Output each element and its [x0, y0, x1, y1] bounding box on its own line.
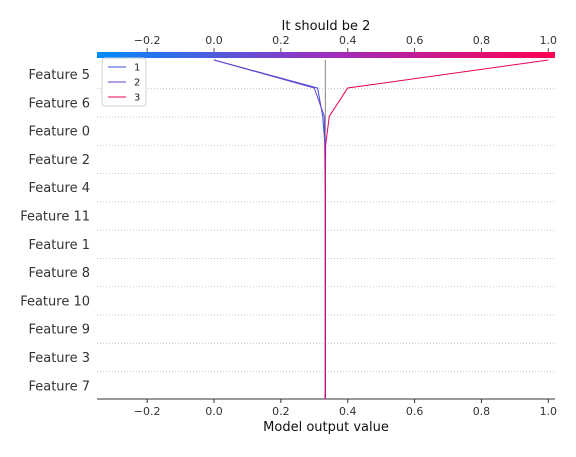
top-tick-label: 0.8: [473, 34, 491, 47]
feature-label: Feature 1: [28, 238, 90, 253]
feature-label: Feature 6: [28, 96, 90, 111]
bottom-tick-label: 1.0: [540, 405, 558, 418]
bottom-tick-label: 0.8: [473, 405, 491, 418]
chart-title: It should be 2: [282, 19, 371, 34]
feature-label: Feature 8: [28, 266, 90, 281]
feature-labels: Feature 5 Feature 6 Feature 0 Feature 2 Feat…: [20, 68, 90, 394]
feature-label: Feature 3: [28, 351, 90, 366]
legend-label: 1: [134, 63, 140, 74]
top-tick-label: 0.4: [339, 34, 357, 47]
grid-lines: [97, 88, 555, 373]
feature-label: Feature 2: [28, 153, 90, 168]
feature-label: Feature 10: [20, 294, 90, 309]
feature-label: Feature 7: [28, 379, 90, 394]
top-tick-label: 0.2: [272, 34, 290, 47]
feature-label: Feature 9: [28, 323, 90, 338]
bottom-tick-label: 0.6: [406, 405, 424, 418]
feature-label: Feature 4: [28, 181, 90, 196]
feature-label: Feature 11: [20, 210, 90, 225]
colorbar: [97, 52, 555, 58]
bottom-tick-label: −0.2: [134, 405, 161, 418]
bottom-tick-label: 0.2: [272, 405, 290, 418]
bottom-tick-label: 0.0: [205, 405, 223, 418]
feature-label: Feature 5: [28, 68, 90, 83]
series-lines: [213, 59, 549, 400]
top-tick-label: 0.6: [406, 34, 424, 47]
colorbar-gradient: [97, 52, 555, 58]
feature-label: Feature 0: [28, 125, 90, 140]
bottom-tick-label: 0.4: [339, 405, 357, 418]
series-line-2: [213, 59, 326, 400]
top-tick-label: 1.0: [540, 34, 558, 47]
legend-label: 2: [134, 78, 140, 89]
series-line-3: [324, 59, 549, 400]
legend-label: 3: [134, 93, 140, 104]
bottom-axis: −0.2 0.0 0.2 0.4 0.6 0.8 1.0: [97, 398, 558, 418]
series-line-1: [213, 59, 326, 400]
top-axis: −0.2 0.0 0.2 0.4 0.6 0.8 1.0: [134, 34, 557, 52]
x-axis-title: Model output value: [263, 420, 389, 435]
top-tick-label: 0.0: [205, 34, 223, 47]
legend: 1 2 3: [101, 57, 147, 107]
top-tick-label: −0.2: [134, 34, 161, 47]
